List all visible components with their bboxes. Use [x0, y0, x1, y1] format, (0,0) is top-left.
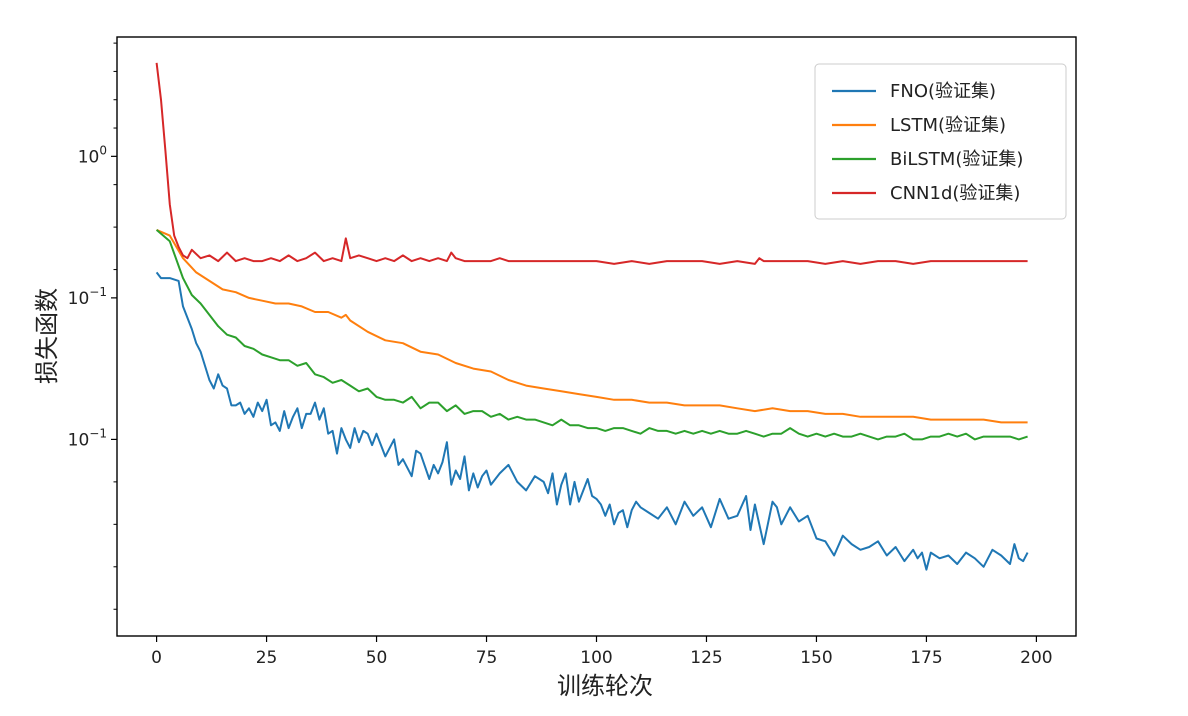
axes-layer: 0 25 50 75 100 125 150 175 200 100 10−1 10−1 [68, 36, 1077, 668]
legend: FNO(验证集) LSTM(验证集) BiLSTM(验证集) CNN1d(验证集) [814, 63, 1067, 220]
legend-label-3: CNN1d(验证集) [890, 183, 1020, 204]
series-line-1 [156, 228, 1028, 424]
x-tick-label: 200 [1020, 648, 1052, 668]
x-tick-label: 75 [476, 648, 498, 668]
series-line-3 [155, 62, 1028, 265]
series-line-2 [155, 229, 1028, 441]
legend-label-2: BiLSTM(验证集) [890, 149, 1023, 170]
legend-box [814, 63, 1067, 220]
series-line-0 [155, 271, 1029, 571]
x-tick-label: 0 [151, 648, 162, 668]
x-axis-title: 训练轮次 [557, 672, 653, 700]
series-layer [155, 62, 1029, 571]
y-tick-label: 10−1 [68, 285, 107, 309]
y-tick-label: 100 [78, 143, 107, 167]
x-tick-label: 150 [800, 648, 832, 668]
x-tick-label: 175 [910, 648, 942, 668]
legend-label-0: FNO(验证集) [890, 81, 996, 102]
y-axis-title: 损失函数 [33, 288, 61, 384]
x-tick-label: 50 [366, 648, 388, 668]
y-tick-label: 10−1 [68, 426, 107, 450]
x-tick-label: 125 [690, 648, 722, 668]
x-tick-label: 25 [256, 648, 278, 668]
legend-label-1: LSTM(验证集) [890, 115, 1006, 136]
x-tick-label: 100 [580, 648, 612, 668]
